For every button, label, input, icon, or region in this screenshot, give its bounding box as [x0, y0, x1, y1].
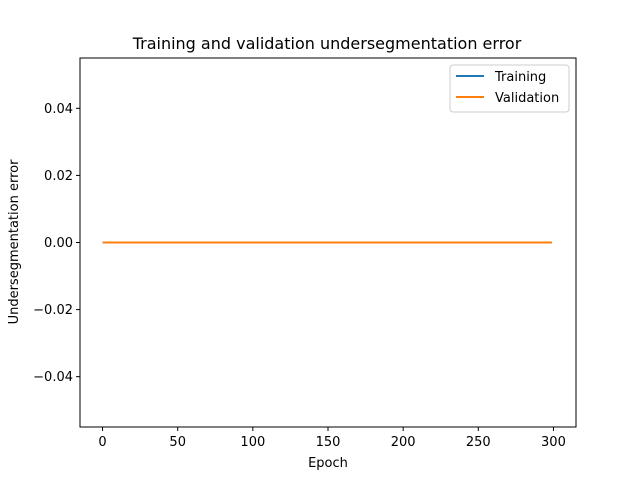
x-tick-label: 200 — [391, 435, 416, 450]
y-tick-label: 0.00 — [44, 236, 73, 251]
x-tick-label: 300 — [541, 435, 566, 450]
x-tick-label: 0 — [98, 435, 106, 450]
x-tick-label: 150 — [316, 435, 341, 450]
x-axis-label: Epoch — [308, 456, 348, 471]
x-tick-label: 100 — [240, 435, 265, 450]
y-tick-label: −0.04 — [33, 370, 73, 385]
y-axis: −0.04 −0.02 0.00 0.02 0.04 — [33, 102, 80, 385]
chart-title: Training and validation undersegmentatio… — [132, 34, 522, 53]
legend-label-validation: Validation — [495, 91, 559, 106]
y-tick-label: 0.02 — [44, 169, 73, 184]
x-axis: 0 50 100 150 200 250 300 — [98, 427, 566, 450]
legend-label-training: Training — [494, 70, 546, 85]
x-tick-label: 50 — [169, 435, 186, 450]
legend: Training Validation — [449, 64, 570, 113]
y-tick-label: 0.04 — [44, 102, 73, 117]
y-tick-label: −0.02 — [33, 303, 73, 318]
y-axis-label: Undersegmentation error — [7, 159, 22, 324]
x-tick-label: 250 — [466, 435, 491, 450]
